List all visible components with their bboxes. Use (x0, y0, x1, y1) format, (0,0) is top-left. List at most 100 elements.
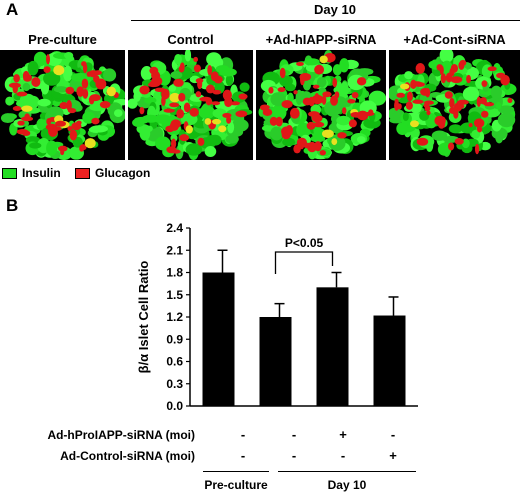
glucagon-cell (400, 83, 410, 90)
glucagon-cell (204, 118, 212, 125)
glucagon-cell (94, 70, 102, 76)
insulin-cell (198, 105, 216, 119)
insulin-cell (128, 98, 138, 109)
significance-label: P<0.05 (285, 236, 324, 250)
glucagon-cell (468, 123, 473, 128)
glucagon-cell (396, 92, 405, 98)
glucagon-cell (21, 116, 34, 122)
day10-header: Day 10 (314, 2, 356, 17)
y-tick-label: 0.9 (166, 332, 183, 346)
insulin-legend-swatch (2, 168, 17, 179)
glucagon-cell (213, 75, 223, 84)
glucagon-cell (21, 130, 31, 136)
image-label-control: Control (167, 32, 214, 47)
glucagon-cell (106, 86, 117, 97)
glucagon-cell (269, 116, 278, 126)
glucagon-cell (412, 81, 423, 87)
glucagon-cell (351, 91, 359, 99)
glucagon-cell (12, 105, 22, 111)
glucagon-cell (21, 105, 33, 112)
glucagon-cell (69, 129, 78, 141)
insulin-cell (22, 82, 31, 92)
insulin-cell (497, 112, 516, 128)
glucagon-cell (479, 97, 487, 105)
insulin-cell (324, 100, 342, 117)
insulin-cell (184, 50, 192, 62)
condition-label-control: Ad-Control-siRNA (moi) (60, 449, 195, 463)
insulin-cell (170, 71, 183, 79)
panel-a-letter: A (6, 0, 19, 19)
insulin-cell (37, 98, 51, 107)
insulin-cell (490, 85, 502, 99)
glucagon-cell (322, 91, 332, 98)
glucagon-cell (314, 141, 322, 152)
glucagon-cell (293, 144, 301, 154)
group-label-pre-culture: Pre-culture (204, 478, 268, 492)
insulin-cell (185, 143, 203, 156)
glucagon-cell (224, 96, 233, 108)
glucagon-cell (303, 142, 313, 149)
glucagon-cell (312, 84, 320, 89)
insulin-cell (155, 136, 171, 151)
insulin-cell (53, 86, 69, 93)
glucagon-cell (55, 120, 67, 127)
glucagon-cell (321, 95, 327, 105)
glucagon-cell (84, 138, 96, 149)
glucagon-cell (423, 103, 430, 108)
insulin-cell (26, 95, 40, 109)
insulin-cell (316, 77, 327, 88)
glucagon-cell (483, 102, 495, 107)
insulin-cell (139, 126, 151, 141)
insulin-cell (25, 136, 40, 145)
glucagon-cell (476, 96, 481, 107)
glucagon-cell (415, 63, 426, 74)
glucagon-cell (86, 71, 92, 77)
glucagon-cell (58, 145, 68, 152)
insulin-cell (396, 122, 409, 135)
glucagon-cell (71, 122, 82, 131)
bar (316, 287, 349, 406)
bar (373, 315, 406, 406)
insulin-cell (279, 75, 289, 85)
glucagon-cell (481, 110, 489, 118)
glucagon-cell (193, 56, 199, 63)
glucagon-cell (161, 95, 166, 106)
glucagon-cell (357, 110, 369, 121)
glucagon-cell (449, 97, 455, 109)
glucagon-cell (170, 138, 177, 149)
glucagon-cell (226, 116, 232, 124)
glucagon-cell (457, 99, 469, 105)
insulin-cell (282, 137, 296, 147)
glucagon-cell (454, 137, 464, 145)
glucagon-cell (436, 64, 443, 71)
glucagon-cell (476, 126, 483, 133)
insulin-cell (448, 124, 463, 134)
glucagon-cell (356, 77, 367, 86)
micrograph-control (128, 50, 253, 160)
group-label-day10: Day 10 (327, 478, 367, 492)
glucagon-cell (17, 120, 25, 126)
glucagon-cell (348, 119, 357, 128)
glucagon-cell (230, 101, 240, 106)
glucagon-cell (426, 110, 431, 116)
glucagon-cell (67, 125, 73, 132)
glucagon-cell (183, 102, 191, 113)
glucagon-cell (67, 108, 77, 114)
glucagon-cell (197, 79, 203, 90)
glucagon-cell (277, 87, 286, 93)
insulin-cell (461, 138, 470, 149)
insulin-cell (225, 74, 234, 86)
sign-r2-c1: - (240, 448, 246, 463)
glucagon-cell (332, 77, 338, 88)
glucagon-cell (268, 86, 274, 94)
y-tick-label: 2.1 (166, 243, 183, 257)
glucagon-cell (176, 109, 185, 119)
glucagon-legend-swatch (75, 168, 90, 179)
glucagon-cell (13, 74, 20, 83)
y-tick-label: 0.0 (166, 399, 183, 413)
glucagon-cell (474, 143, 480, 155)
insulin-cell (308, 72, 316, 82)
glucagon-cell (8, 82, 21, 89)
insulin-cell (304, 58, 320, 66)
sign-r2-c4: + (389, 448, 397, 463)
